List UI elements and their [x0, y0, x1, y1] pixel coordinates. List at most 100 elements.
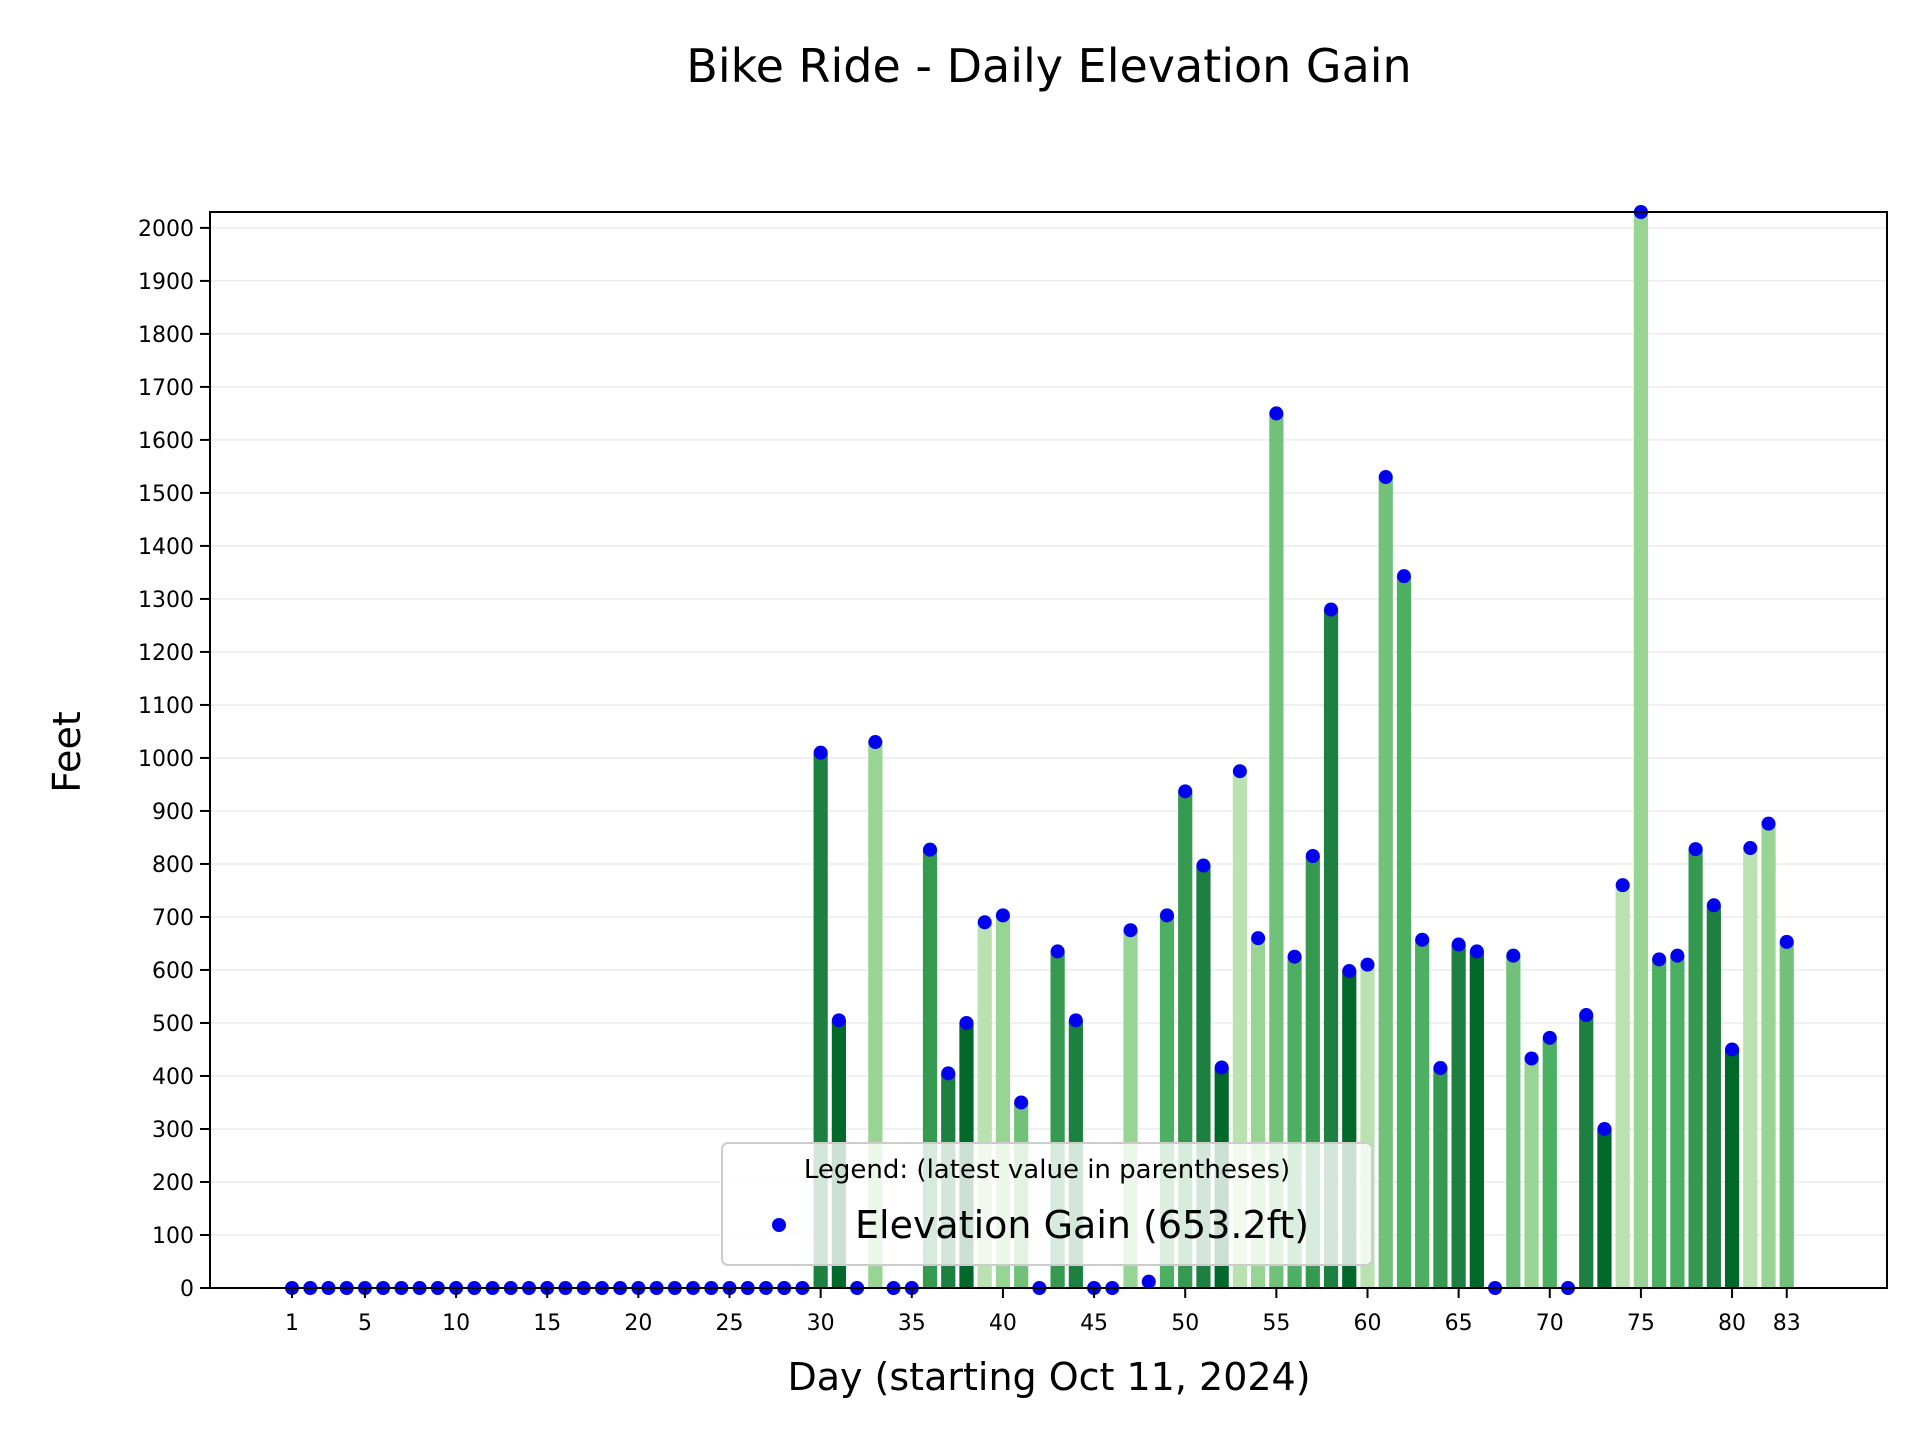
point-day-47	[1123, 923, 1138, 938]
point-day-61	[1378, 470, 1393, 485]
legend: Legend: (latest value in parentheses) El…	[721, 1142, 1373, 1266]
gridlines	[210, 227, 1887, 1289]
point-day-78	[1688, 842, 1703, 857]
point-day-44	[1068, 1013, 1083, 1028]
y-tick-label-1000: 1000	[138, 747, 194, 772]
x-tick-label-20: 20	[624, 1311, 652, 1336]
point-day-70	[1542, 1030, 1557, 1045]
y-tick-label-1700: 1700	[138, 376, 194, 401]
bar-day-74	[1615, 885, 1630, 1288]
bar-day-66	[1469, 951, 1484, 1288]
point-day-55	[1269, 406, 1284, 421]
bar-day-63	[1415, 939, 1430, 1288]
bar-day-55	[1269, 413, 1284, 1289]
x-tick-label-30: 30	[807, 1311, 835, 1336]
point-day-72	[1579, 1008, 1594, 1023]
bar-day-79	[1706, 905, 1721, 1288]
y-tick-label-600: 600	[152, 959, 194, 984]
x-tick-label-75: 75	[1627, 1311, 1655, 1336]
bar-day-82	[1761, 823, 1776, 1288]
point-day-80	[1725, 1042, 1740, 1057]
x-tick-label-1: 1	[285, 1311, 299, 1336]
point-day-66	[1469, 944, 1484, 959]
y-tick-label-1900: 1900	[138, 270, 194, 295]
point-day-83	[1779, 934, 1794, 949]
x-tick-label-55: 55	[1262, 1311, 1290, 1336]
y-tick-label-900: 900	[152, 800, 194, 825]
bar-day-77	[1670, 955, 1685, 1288]
point-day-30	[813, 745, 828, 760]
bar-day-65	[1451, 944, 1466, 1288]
point-day-40	[995, 908, 1010, 923]
point-day-31	[831, 1013, 846, 1028]
point-day-50	[1178, 784, 1193, 799]
point-day-51	[1196, 858, 1211, 873]
point-day-54	[1251, 931, 1266, 946]
point-day-63	[1415, 932, 1430, 947]
y-axis-label: Feet	[45, 711, 89, 792]
y-tick-label-1800: 1800	[138, 323, 194, 348]
plot-frame	[209, 211, 1888, 1289]
bar-day-72	[1579, 1015, 1594, 1288]
y-tick-label-500: 500	[152, 1012, 194, 1037]
x-tick-label-15: 15	[533, 1311, 561, 1336]
point-day-59	[1342, 964, 1357, 979]
point-day-62	[1396, 569, 1411, 584]
x-tick-label-10: 10	[442, 1311, 470, 1336]
bar-day-76	[1652, 959, 1667, 1288]
x-tick-label-40: 40	[989, 1311, 1017, 1336]
y-tick-label-200: 200	[152, 1171, 194, 1196]
x-tick-label-50: 50	[1171, 1311, 1199, 1336]
y-tick-label-0: 0	[180, 1277, 194, 1302]
point-day-58	[1324, 602, 1339, 617]
bar-day-75	[1633, 212, 1649, 1288]
legend-entry-elevation-gain: Elevation Gain (653.2ft)	[855, 1203, 1309, 1247]
point-day-65	[1451, 937, 1466, 952]
point-day-68	[1506, 948, 1521, 963]
point-day-52	[1214, 1060, 1229, 1075]
bar-day-58	[1323, 609, 1339, 1288]
y-tick-label-1300: 1300	[138, 588, 194, 613]
bar-day-81	[1743, 848, 1758, 1288]
bar-day-73	[1597, 1128, 1612, 1288]
bar-day-61	[1378, 477, 1393, 1288]
point-day-82	[1761, 816, 1776, 831]
point-day-36	[923, 842, 938, 857]
point-day-57	[1305, 849, 1320, 864]
x-tick-label-80: 80	[1718, 1311, 1746, 1336]
y-tick-label-800: 800	[152, 853, 194, 878]
point-day-74	[1615, 878, 1630, 893]
chart-title: Bike Ride - Daily Elevation Gain	[686, 39, 1411, 93]
y-tick-label-1600: 1600	[138, 429, 194, 454]
y-tick-label-300: 300	[152, 1118, 194, 1143]
point-day-69	[1524, 1051, 1539, 1066]
point-day-56	[1287, 949, 1302, 964]
point-day-81	[1743, 841, 1758, 856]
legend-box	[721, 1142, 1373, 1266]
point-day-33	[868, 735, 883, 750]
point-day-76	[1652, 952, 1667, 967]
y-tick-label-1500: 1500	[138, 482, 194, 507]
point-day-39	[977, 915, 992, 930]
x-axis-label: Day (starting Oct 11, 2024)	[787, 1355, 1310, 1399]
bar-day-70	[1542, 1037, 1557, 1288]
x-tick-label-45: 45	[1080, 1311, 1108, 1336]
bar-day-68	[1506, 955, 1521, 1288]
x-tick-label-25: 25	[716, 1311, 744, 1336]
x-tick-label-65: 65	[1445, 1311, 1473, 1336]
point-day-53	[1232, 764, 1247, 779]
y-tick-label-100: 100	[152, 1224, 194, 1249]
point-day-37	[941, 1066, 956, 1081]
point-day-73	[1597, 1121, 1612, 1136]
x-tick-label-35: 35	[898, 1311, 926, 1336]
point-day-48	[1141, 1274, 1156, 1289]
y-tick-label-1200: 1200	[138, 641, 194, 666]
y-tick-label-400: 400	[152, 1065, 194, 1090]
point-day-79	[1706, 898, 1721, 913]
bar-day-78	[1688, 849, 1703, 1288]
legend-title: Legend: (latest value in parentheses)	[804, 1155, 1290, 1185]
bar-day-64	[1433, 1068, 1448, 1288]
point-day-64	[1433, 1061, 1448, 1076]
point-day-77	[1670, 948, 1685, 963]
